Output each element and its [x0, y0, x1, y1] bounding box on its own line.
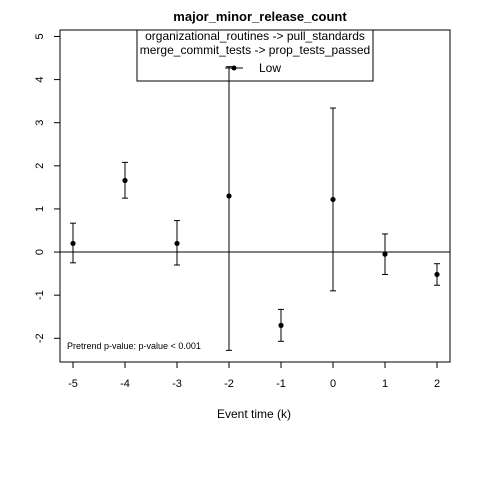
x-tick-label: -2 [224, 378, 234, 390]
data-point [226, 193, 231, 198]
x-tick-label: 1 [382, 378, 388, 390]
x-tick-label: -3 [172, 378, 182, 390]
y-tick-label: 1 [34, 206, 46, 212]
legend-line-2: merge_commit_tests -> prop_tests_passed [140, 43, 370, 57]
y-tick-label: 2 [34, 163, 46, 169]
series-low [70, 67, 440, 351]
data-point [70, 241, 75, 246]
y-tick-label: 3 [34, 120, 46, 126]
y-tick-label: 4 [34, 77, 46, 83]
data-point [174, 241, 179, 246]
legend-entry-low: Low [259, 61, 281, 75]
legend-line-1: organizational_routines -> pull_standard… [145, 29, 365, 43]
x-tick-label: 2 [434, 378, 440, 390]
data-point [330, 197, 335, 202]
legend-key-point [232, 66, 237, 71]
y-tick-label: -2 [34, 333, 46, 343]
x-tick-label: -5 [68, 378, 78, 390]
data-point [122, 178, 127, 183]
x-tick-label: -4 [120, 378, 130, 390]
y-tick-label: 0 [34, 249, 46, 255]
x-tick-label: -1 [276, 378, 286, 390]
data-point [278, 323, 283, 328]
y-tick-label: -1 [34, 290, 46, 300]
y-axis: -2 -1 0 1 2 3 4 5 [34, 33, 60, 343]
plot-frame [60, 30, 450, 362]
data-point [382, 252, 387, 257]
x-tick-label: 0 [330, 378, 336, 390]
chart-title: major_minor_release_count [173, 9, 347, 24]
data-point [434, 272, 439, 277]
legend: organizational_routines -> pull_standard… [137, 29, 373, 81]
x-axis: -5 -4 -3 -2 -1 0 1 2 [68, 362, 440, 390]
pretrend-annotation: Pretrend p-value: p-value < 0.001 [67, 341, 201, 351]
x-axis-label: Event time (k) [217, 407, 291, 421]
y-tick-label: 5 [34, 33, 46, 39]
